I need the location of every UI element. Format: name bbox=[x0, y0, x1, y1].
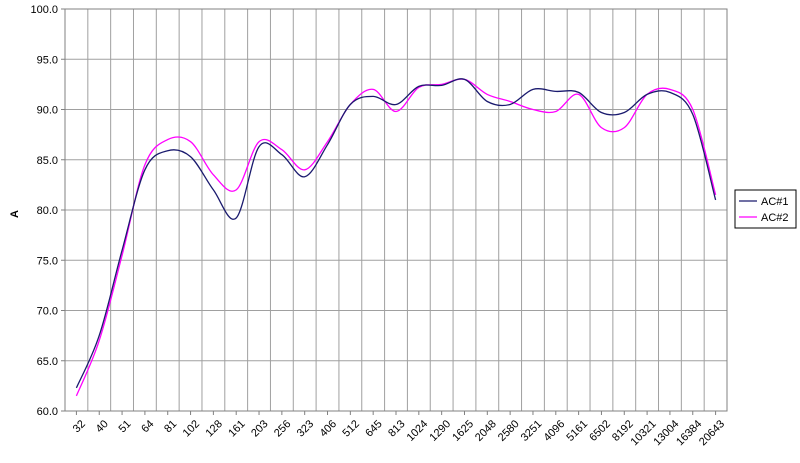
x-axis-ticks: 32 40 51 64 81 102 128 161 203 256 323 406 512 645 813… bbox=[71, 411, 727, 448]
y-tick-label: 85.0 bbox=[37, 155, 58, 167]
x-tick-label: 406 bbox=[318, 418, 339, 439]
x-tick-label: 161 bbox=[226, 418, 247, 439]
x-tick-label: 256 bbox=[272, 418, 293, 439]
series-line-ac-1 bbox=[75, 78, 717, 389]
y-tick-label: 65.0 bbox=[37, 356, 58, 368]
x-tick-label: 323 bbox=[295, 418, 316, 439]
x-tick-label: 4096 bbox=[542, 418, 568, 444]
legend-box bbox=[734, 189, 797, 229]
x-tick-label: 1625 bbox=[450, 418, 476, 444]
x-tick-label: 203 bbox=[249, 418, 270, 439]
x-tick-label: 3251 bbox=[519, 418, 545, 444]
y-tick-label: 80.0 bbox=[37, 205, 58, 217]
y-tick-label: 70.0 bbox=[37, 306, 58, 318]
x-tick-label: 64 bbox=[139, 418, 156, 435]
x-tick-label: 81 bbox=[162, 418, 179, 435]
y-tick-label: 75.0 bbox=[37, 255, 58, 267]
y-tick-label: 100.0 bbox=[30, 4, 58, 16]
y-axis-label: A bbox=[9, 210, 21, 218]
series-lines bbox=[75, 78, 717, 397]
legend-label-ac-1: AC#1 bbox=[761, 196, 789, 208]
y-tick-label: 60.0 bbox=[37, 406, 58, 418]
x-tick-label: 645 bbox=[363, 418, 384, 439]
x-tick-label: 51 bbox=[116, 418, 133, 435]
x-tick-label: 5161 bbox=[564, 418, 590, 444]
x-tick-label: 128 bbox=[203, 418, 224, 439]
x-tick-label: 6502 bbox=[587, 418, 613, 444]
x-tick-label: 1024 bbox=[405, 418, 431, 444]
gridlines bbox=[64, 8, 728, 412]
y-tick-label: 95.0 bbox=[37, 54, 58, 66]
x-tick-label: 512 bbox=[340, 418, 361, 439]
series-line-ac-2 bbox=[75, 78, 717, 397]
x-tick-label: 102 bbox=[181, 418, 202, 439]
y-tick-label: 90.0 bbox=[37, 105, 58, 117]
x-tick-label: 1290 bbox=[427, 418, 453, 444]
y-axis-ticks: 60.0 65.0 70.0 75.0 80.0 85.0 90.0 95.0 100.0 bbox=[30, 4, 65, 418]
legend-label-ac-2: AC#2 bbox=[761, 212, 789, 224]
x-tick-label: 2580 bbox=[496, 418, 522, 444]
x-tick-label: 20643 bbox=[697, 418, 727, 448]
x-tick-label: 32 bbox=[71, 418, 88, 435]
x-tick-label: 2048 bbox=[473, 418, 499, 444]
legend: AC#1 AC#2 bbox=[734, 189, 797, 229]
x-tick-label: 40 bbox=[94, 418, 111, 435]
